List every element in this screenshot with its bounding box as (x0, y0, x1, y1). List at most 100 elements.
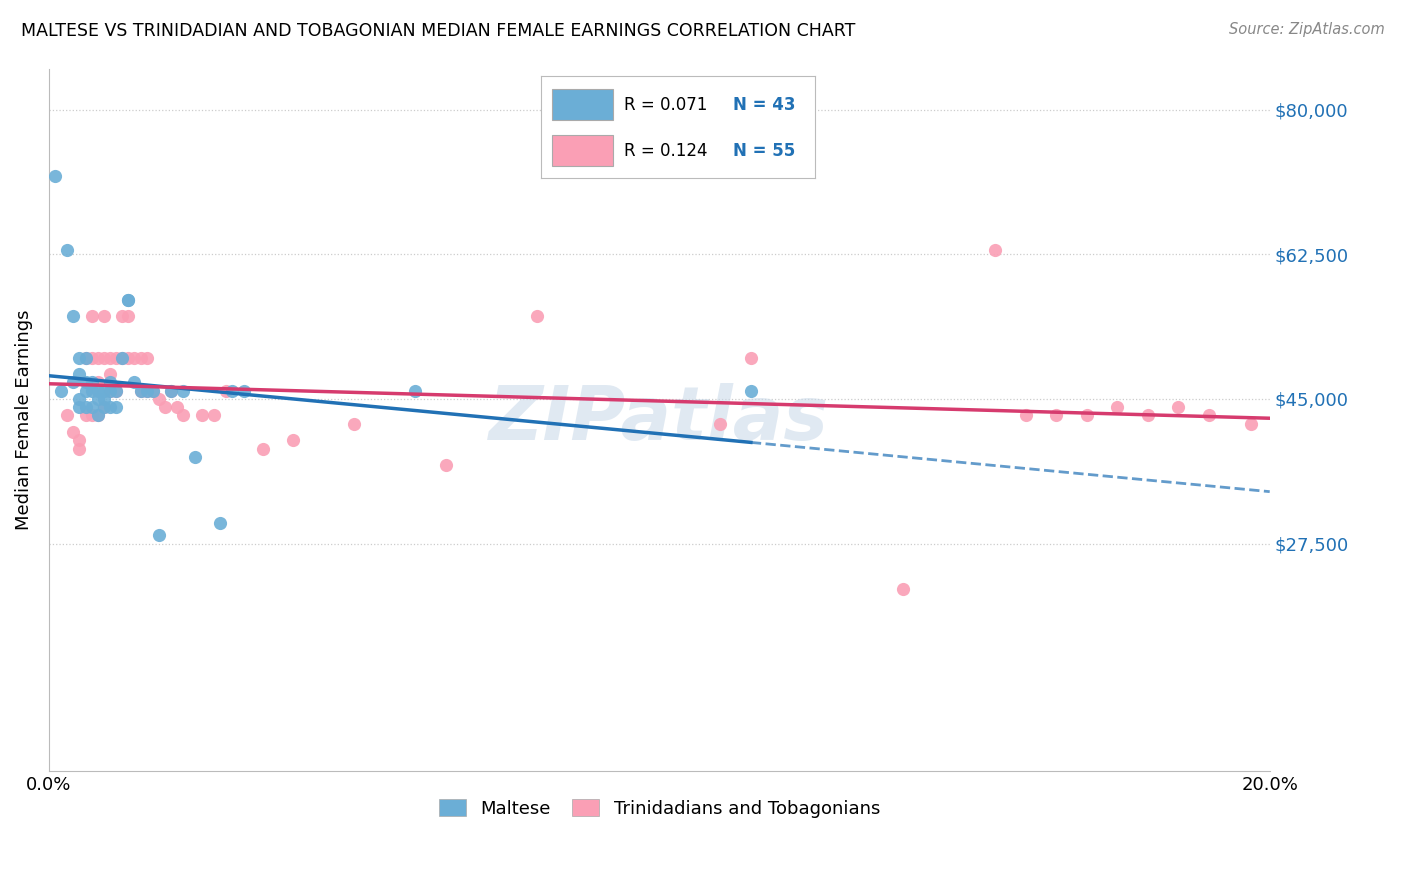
Point (117, 351, 139, 365)
Point (93, 351, 115, 365)
Point (142, 384, 165, 398)
Point (105, 351, 128, 365)
Point (105, 384, 128, 398)
Point (111, 351, 134, 365)
Point (98, 401, 121, 415)
Point (98, 384, 121, 398)
Point (105, 384, 128, 398)
Point (190, 409, 212, 423)
Point (221, 384, 243, 398)
Point (434, 458, 457, 472)
Point (740, 384, 762, 398)
Point (75, 351, 97, 365)
Point (69, 392, 91, 406)
Point (1076, 409, 1098, 423)
Point (135, 351, 157, 365)
Point (1045, 409, 1067, 423)
Point (709, 417, 731, 431)
Point (1167, 401, 1189, 415)
Point (69, 434, 91, 448)
Point (252, 442, 274, 456)
Point (56, 244, 79, 258)
Point (98, 384, 121, 398)
Point (1107, 401, 1129, 415)
Point (93, 392, 115, 406)
Point (62, 376, 84, 390)
Point (87, 392, 110, 406)
Point (69, 442, 91, 456)
Point (172, 409, 194, 423)
Point (404, 384, 426, 398)
Point (111, 351, 134, 365)
Point (984, 244, 1007, 258)
Text: Source: ZipAtlas.com: Source: ZipAtlas.com (1229, 22, 1385, 37)
Point (166, 401, 188, 415)
Point (111, 310, 134, 324)
Point (1014, 409, 1036, 423)
Point (93, 401, 115, 415)
Legend: Maltese, Trinidadians and Tobagonians: Maltese, Trinidadians and Tobagonians (432, 792, 887, 825)
Point (87, 409, 110, 423)
Point (129, 351, 152, 365)
Point (80, 409, 103, 423)
Point (69, 401, 91, 415)
Point (69, 351, 91, 365)
Point (93, 310, 115, 324)
Point (1240, 417, 1263, 431)
Point (135, 384, 157, 398)
Point (80, 351, 103, 365)
Point (80, 310, 103, 324)
Point (87, 409, 110, 423)
Point (124, 351, 146, 365)
Point (142, 384, 165, 398)
Point (893, 582, 915, 596)
Point (98, 367, 121, 381)
Point (62, 425, 84, 439)
Point (75, 351, 97, 365)
Text: MALTESE VS TRINIDADIAN AND TOBAGONIAN MEDIAN FEMALE EARNINGS CORRELATION CHART: MALTESE VS TRINIDADIAN AND TOBAGONIAN ME… (21, 22, 855, 40)
Point (172, 384, 194, 398)
FancyBboxPatch shape (553, 136, 613, 166)
Point (215, 384, 238, 398)
Point (87, 384, 110, 398)
Point (117, 293, 139, 307)
Point (62, 310, 84, 324)
Point (98, 351, 121, 365)
Point (202, 409, 225, 423)
Point (75, 384, 97, 398)
Point (343, 417, 366, 431)
Text: R = 0.071: R = 0.071 (624, 95, 707, 113)
Point (75, 409, 97, 423)
Text: R = 0.124: R = 0.124 (624, 142, 707, 160)
Point (93, 384, 115, 398)
Point (69, 367, 91, 381)
Point (129, 384, 152, 398)
Point (93, 401, 115, 415)
Point (740, 351, 762, 365)
Point (1198, 409, 1220, 423)
Point (87, 376, 110, 390)
Point (87, 351, 110, 365)
Point (148, 392, 170, 406)
Point (135, 384, 157, 398)
Point (129, 384, 152, 398)
Point (160, 384, 183, 398)
Text: ZIPatlas: ZIPatlas (489, 383, 830, 456)
Text: N = 43: N = 43 (734, 95, 796, 113)
Y-axis label: Median Female Earnings: Median Female Earnings (15, 310, 32, 530)
Point (208, 516, 231, 530)
Point (233, 384, 256, 398)
Point (80, 376, 103, 390)
Text: N = 55: N = 55 (734, 142, 796, 160)
Point (105, 401, 128, 415)
Point (98, 376, 121, 390)
Point (44, 169, 66, 183)
Point (117, 293, 139, 307)
Point (117, 310, 139, 324)
Point (56, 409, 79, 423)
Point (1136, 409, 1159, 423)
Point (281, 434, 304, 448)
Point (80, 401, 103, 415)
Point (153, 401, 176, 415)
Point (75, 401, 97, 415)
